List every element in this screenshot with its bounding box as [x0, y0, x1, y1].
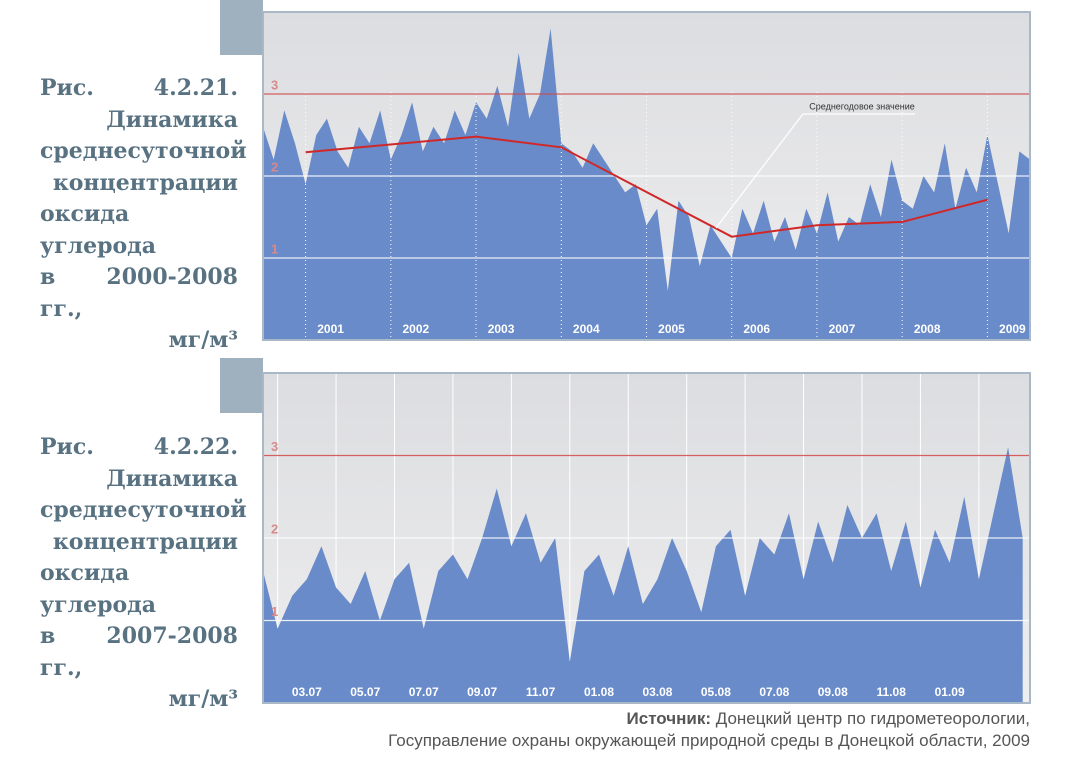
source-text: Донецкий центр по гидрометеорологии, [711, 709, 1030, 728]
x-tick-label: 05.07 [350, 685, 380, 699]
mean-line [305, 135, 988, 238]
caption-line: Динамика [106, 106, 238, 133]
y-tick-label: 2 [271, 159, 278, 174]
caption-line: Рис. 4.2.21. [40, 75, 238, 101]
caption-line: оксида углерода [40, 560, 157, 618]
x-tick-label: 07.07 [409, 685, 439, 699]
caption-line: концентрации [52, 169, 238, 196]
x-tick-label: 11.07 [526, 685, 556, 699]
x-tick-label: 2004 [573, 322, 600, 336]
caption: Рис. 4.2.21. Динамика среднесуточной концен… [40, 73, 247, 357]
source: Источник: Донецкий центр по гидрометеоро… [388, 708, 1030, 752]
x-tick-label: 09.08 [818, 685, 848, 699]
source-label: Источник: [626, 709, 712, 728]
plot-frame [262, 372, 1031, 704]
decor-square [220, 0, 263, 55]
decor-square [220, 358, 263, 413]
x-tick-label: 2006 [743, 322, 770, 336]
x-tick-label: 07.08 [759, 685, 789, 699]
caption-line: мг/м³ [168, 327, 238, 353]
caption-line: в 2000-2008 гг., [40, 264, 238, 322]
caption-line: оксида углерода [40, 201, 157, 259]
y-tick-label: 1 [271, 241, 278, 256]
source-text: Госуправление охраны окружающей природно… [388, 731, 1030, 750]
y-tick-label: 3 [271, 77, 278, 92]
y-tick-label: 1 [271, 604, 278, 619]
annotation-leader [715, 113, 915, 229]
x-tick-label: 09.07 [467, 685, 497, 699]
annotation: Среднегодовое значение [809, 101, 914, 111]
caption-line: среднесуточной [40, 497, 247, 523]
x-tick-label: 2003 [488, 322, 515, 336]
x-tick-label: 2009 [999, 322, 1026, 336]
x-tick-label: 2001 [317, 322, 344, 336]
area [263, 28, 1030, 341]
caption: Рис. 4.2.22. Динамика среднесуточной концен… [40, 432, 247, 716]
caption-line: в 2007-2008 гг., [40, 623, 238, 681]
y-tick-label: 2 [271, 521, 278, 536]
x-tick-label: 11.08 [877, 685, 907, 699]
x-tick-label: 2008 [914, 322, 941, 336]
caption-line: Рис. 4.2.22. [40, 434, 238, 460]
caption-line: среднесуточной [40, 138, 247, 164]
x-tick-label: 05.08 [701, 685, 731, 699]
x-tick-label: 01.09 [935, 685, 965, 699]
caption-line: мг/м³ [168, 686, 238, 712]
x-tick-label: 01.08 [584, 685, 614, 699]
caption-line: концентрации [52, 528, 238, 555]
x-tick-label: 2002 [402, 322, 429, 336]
y-tick-label: 3 [271, 439, 278, 454]
caption-line: Динамика [106, 465, 238, 492]
area [263, 447, 1023, 703]
x-tick-label: 03.07 [292, 685, 322, 699]
plot-frame [262, 11, 1031, 341]
x-tick-label: 03.08 [642, 685, 672, 699]
x-tick-label: 2007 [829, 322, 856, 336]
x-tick-label: 2005 [658, 322, 685, 336]
